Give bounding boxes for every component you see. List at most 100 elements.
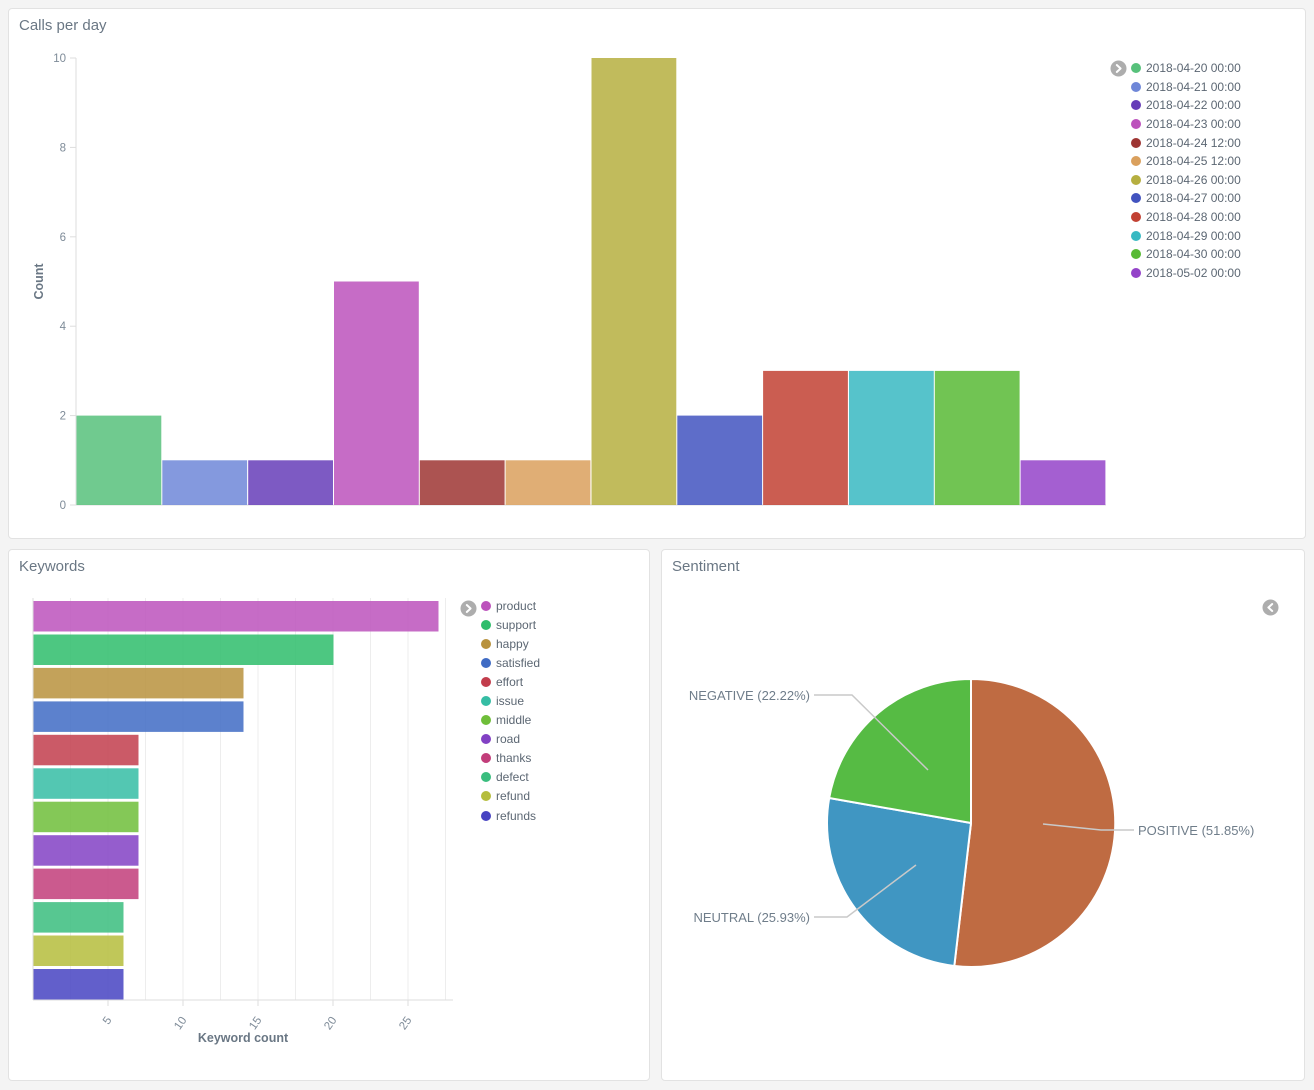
bar-2018-04-26 00:00[interactable] — [591, 58, 677, 505]
legend-item-support[interactable]: support — [481, 615, 540, 634]
keywords-chart: 5 10 15 20 25 Keyword count — [32, 598, 453, 1045]
legend-label: product — [496, 598, 537, 613]
legend-item-2018-04-25 12:00[interactable]: 2018-04-25 12:00 — [1131, 152, 1241, 171]
panel-calls-per-day: 0 2 4 6 8 10 Count Calls per day 2018-04-20 00… — [8, 8, 1306, 539]
legend-item-defect[interactable]: defect — [481, 768, 540, 787]
x-tick-label: 5 — [101, 1015, 115, 1027]
legend-item-issue[interactable]: issue — [481, 691, 540, 710]
bar-2018-04-23 00:00[interactable] — [334, 281, 419, 506]
bar-support[interactable] — [33, 634, 334, 666]
y-tick-label: 10 — [53, 53, 66, 65]
legend-item-effort[interactable]: effort — [481, 672, 540, 691]
legend-label: defect — [496, 770, 529, 785]
legend-color-dot — [481, 657, 491, 668]
bar-2018-04-20 00:00[interactable] — [76, 415, 162, 505]
legend-item-thanks[interactable]: thanks — [481, 749, 540, 768]
legend-color-dot — [481, 772, 491, 783]
legend-label: 2018-05-02 00:00 — [1146, 265, 1241, 280]
legend-color-dot — [1131, 249, 1141, 260]
bar-2018-04-27 00:00[interactable] — [677, 415, 763, 505]
bar-issue[interactable] — [33, 768, 139, 799]
panel-sentiment: POSITIVE (51.85%) NEUTRAL (25.93%) NEGATIV… — [661, 549, 1305, 1081]
keywords-legend: product support happy satisfied effort issue m… — [460, 596, 540, 825]
pie-label-NEUTRAL: NEUTRAL (25.93%) — [693, 910, 810, 925]
bar-2018-04-21 00:00[interactable] — [162, 460, 248, 505]
y-tick-label: 6 — [60, 232, 66, 244]
bar-2018-04-29 00:00[interactable] — [849, 370, 934, 505]
legend-item-happy[interactable]: happy — [481, 634, 540, 653]
legend-toggle-chevron-right-icon[interactable] — [460, 600, 477, 617]
legend-label: middle — [496, 713, 532, 728]
y-tick-label: 4 — [60, 321, 67, 333]
legend-item-refunds[interactable]: refunds — [481, 806, 540, 825]
legend-label: 2018-04-28 00:00 — [1146, 210, 1241, 225]
legend-label: issue — [496, 694, 525, 709]
legend-item-2018-04-30 00:00[interactable]: 2018-04-30 00:00 — [1131, 245, 1241, 264]
legend-item-road[interactable]: road — [481, 730, 540, 749]
calls-per-day-chart: 0 2 4 6 8 10 Count — [32, 53, 1106, 512]
legend-label: 2018-04-20 00:00 — [1146, 61, 1241, 76]
legend-item-2018-04-28 00:00[interactable]: 2018-04-28 00:00 — [1131, 208, 1241, 227]
bar-2018-04-30 00:00[interactable] — [934, 370, 1020, 505]
legend-item-2018-04-23 00:00[interactable]: 2018-04-23 00:00 — [1131, 115, 1241, 134]
bar-2018-04-28 00:00[interactable] — [763, 370, 848, 505]
y-tick-label: 0 — [60, 500, 66, 512]
bar-thanks[interactable] — [33, 868, 139, 900]
legend-item-product[interactable]: product — [481, 596, 540, 615]
pie-slice-NEUTRAL[interactable] — [826, 797, 972, 967]
pie-slice-POSITIVE[interactable] — [953, 677, 1117, 968]
bar-happy[interactable] — [33, 667, 244, 699]
bar-refund[interactable] — [33, 935, 124, 967]
legend-item-2018-04-20 00:00[interactable]: 2018-04-20 00:00 — [1131, 59, 1241, 78]
legend-item-2018-04-27 00:00[interactable]: 2018-04-27 00:00 — [1131, 189, 1241, 208]
legend-item-middle[interactable]: middle — [481, 711, 540, 730]
legend-color-dot — [481, 696, 491, 707]
legend-item-2018-04-26 00:00[interactable]: 2018-04-26 00:00 — [1131, 171, 1241, 190]
bar-road[interactable] — [33, 835, 139, 866]
legend-label: satisfied — [496, 655, 541, 670]
legend-item-2018-05-02 00:00[interactable]: 2018-05-02 00:00 — [1131, 264, 1241, 283]
bar-satisfied[interactable] — [33, 701, 244, 732]
bar-defect[interactable] — [33, 902, 124, 933]
keywords-legend-items: product support happy satisfied effort issue m… — [481, 596, 540, 825]
bar-refunds[interactable] — [33, 969, 124, 1000]
bar-2018-04-22 00:00[interactable] — [248, 460, 333, 505]
legend-toggle-chevron-right-icon[interactable] — [1110, 60, 1127, 77]
legend-label: happy — [496, 636, 529, 651]
pie-slice-NEGATIVE[interactable] — [828, 678, 972, 824]
legend-item-2018-04-22 00:00[interactable]: 2018-04-22 00:00 — [1131, 96, 1241, 115]
legend-color-dot — [481, 753, 491, 764]
legend-label: refunds — [496, 808, 537, 823]
legend-color-dot — [481, 791, 491, 802]
legend-item-refund[interactable]: refund — [481, 787, 540, 806]
legend-item-2018-04-24 12:00[interactable]: 2018-04-24 12:00 — [1131, 133, 1241, 152]
legend-color-dot — [1131, 137, 1141, 148]
legend-label: effort — [496, 674, 524, 689]
legend-color-dot — [1131, 100, 1141, 111]
x-tick-label: 10 — [172, 1015, 189, 1032]
legend-label: 2018-04-23 00:00 — [1146, 117, 1241, 132]
legend-color-dot — [1131, 81, 1141, 92]
legend-item-2018-04-21 00:00[interactable]: 2018-04-21 00:00 — [1131, 78, 1241, 97]
bar-product[interactable] — [33, 601, 439, 632]
collapse-chevron-left-icon[interactable] — [1262, 599, 1279, 616]
legend-label: 2018-04-30 00:00 — [1146, 247, 1241, 262]
bar-middle[interactable] — [33, 801, 139, 833]
pie-label-POSITIVE: POSITIVE (51.85%) — [1138, 823, 1254, 838]
x-tick-label: 20 — [322, 1015, 339, 1032]
y-tick-label: 8 — [60, 142, 66, 154]
legend-color-dot — [1131, 267, 1141, 278]
legend-label: road — [496, 732, 521, 747]
legend-label: 2018-04-25 12:00 — [1146, 154, 1241, 169]
bar-2018-05-02 00:00[interactable] — [1020, 460, 1106, 505]
bar-2018-04-25 12:00[interactable] — [505, 460, 591, 505]
legend-label: 2018-04-27 00:00 — [1146, 191, 1241, 206]
legend-label: refund — [496, 789, 531, 804]
bar-2018-04-24 12:00[interactable] — [419, 460, 505, 505]
y-axis-label: Count — [32, 263, 46, 300]
bar-effort[interactable] — [33, 734, 139, 766]
legend-color-dot — [481, 600, 491, 611]
legend-label: 2018-04-22 00:00 — [1146, 98, 1241, 113]
legend-item-satisfied[interactable]: satisfied — [481, 653, 540, 672]
legend-item-2018-04-29 00:00[interactable]: 2018-04-29 00:00 — [1131, 226, 1241, 245]
